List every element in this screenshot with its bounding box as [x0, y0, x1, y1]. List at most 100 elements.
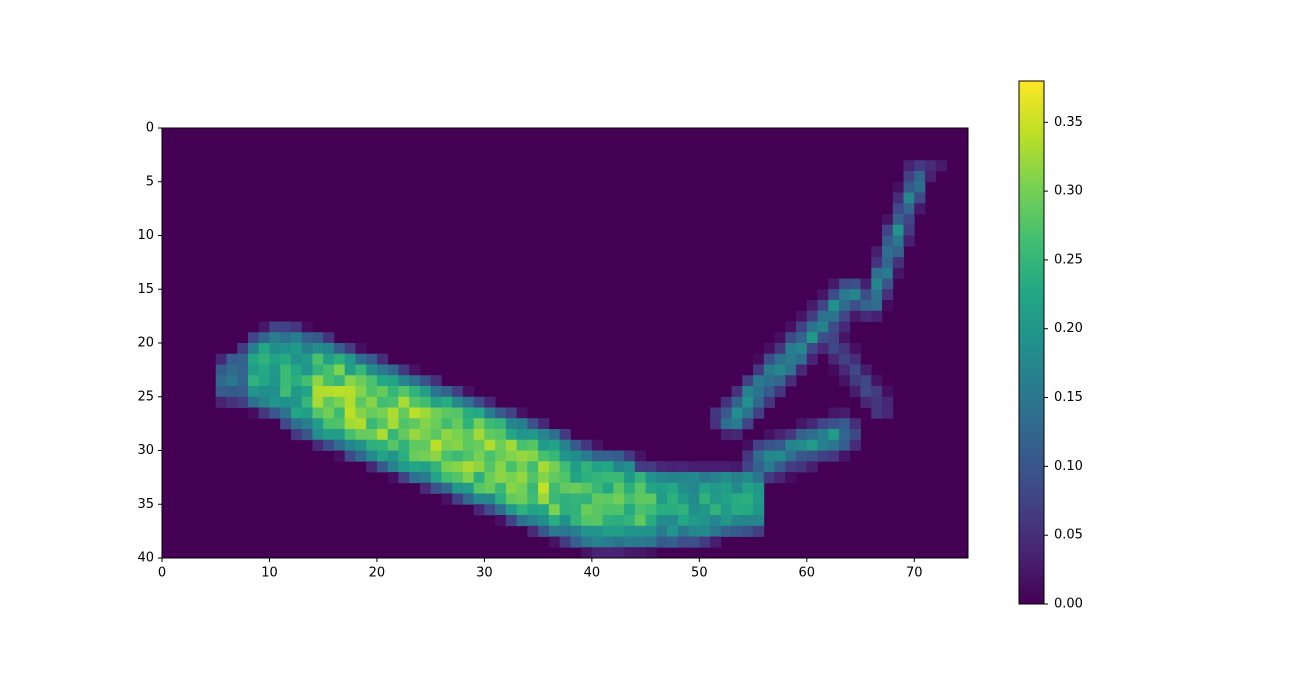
heatmap-cell — [237, 343, 249, 355]
heatmap-cell — [237, 396, 249, 408]
heatmap-cell — [505, 482, 518, 494]
heatmap-cell — [366, 461, 378, 473]
heatmap-cell — [624, 482, 636, 494]
heatmap-cell — [290, 429, 303, 441]
heatmap-cell — [312, 429, 324, 441]
y-tick-label: 30 — [137, 443, 154, 458]
heatmap-cell — [484, 504, 496, 516]
heatmap-cell — [312, 407, 324, 419]
colorbar-tick-label: 0.15 — [1054, 390, 1083, 405]
heatmap-cell — [323, 418, 335, 430]
y-tick-label: 25 — [137, 389, 154, 404]
heatmap-cell — [839, 407, 851, 419]
heatmap-cell — [366, 439, 378, 451]
heatmap-cell — [624, 547, 636, 559]
heatmap-cell — [785, 375, 797, 387]
heatmap-cell — [237, 353, 249, 365]
heatmap-cell — [839, 353, 851, 365]
heatmap-cell — [355, 343, 367, 355]
heatmap-cell — [570, 493, 582, 505]
heatmap-cell — [892, 192, 904, 204]
heatmap-cell — [538, 504, 550, 516]
heatmap-cell — [656, 493, 668, 505]
heatmap-cell — [742, 493, 754, 505]
heatmap-cell — [882, 386, 894, 398]
heatmap-cell — [269, 332, 281, 344]
heatmap-cell — [839, 439, 851, 451]
heatmap-cell — [484, 407, 496, 419]
heatmap-cell — [290, 418, 303, 430]
heatmap-cell — [344, 386, 356, 398]
heatmap-cell — [215, 353, 227, 365]
heatmap-cell — [581, 525, 593, 537]
heatmap-cell — [806, 353, 818, 365]
heatmap-cell — [387, 472, 399, 484]
heatmap-cell — [839, 375, 851, 387]
heatmap-cell — [430, 472, 442, 484]
heatmap-cell — [495, 418, 507, 430]
heatmap-cell — [892, 235, 904, 247]
heatmap-cell — [849, 289, 861, 301]
heatmap-cell — [462, 418, 475, 430]
heatmap-cell — [344, 364, 356, 376]
heatmap-cell — [419, 375, 432, 387]
heatmap-cell — [323, 396, 335, 408]
colorbar-tick-label: 0.10 — [1054, 459, 1083, 474]
heatmap-cell — [753, 450, 765, 462]
heatmap-cell — [634, 525, 646, 537]
heatmap-cell — [817, 300, 829, 312]
heatmap-cell — [559, 504, 571, 516]
heatmap-cell — [527, 525, 539, 537]
heatmap-cell — [753, 493, 765, 505]
heatmap-cell — [763, 375, 775, 387]
heatmap-cell — [613, 461, 625, 473]
heatmap-cell — [495, 407, 507, 419]
heatmap-cell — [720, 472, 732, 484]
heatmap-cell — [516, 407, 528, 419]
heatmap-cell — [796, 461, 808, 473]
heatmap-cell — [882, 246, 894, 258]
heatmap-cell — [409, 407, 421, 419]
x-tick-label: 10 — [261, 566, 278, 581]
heatmap-cell — [215, 386, 227, 398]
heatmap-cell — [355, 364, 367, 376]
heatmap-cell — [731, 418, 743, 430]
heatmap-cell — [667, 482, 679, 494]
heatmap-cell — [849, 386, 861, 398]
heatmap-cell — [344, 418, 356, 430]
heatmap-cell — [247, 343, 260, 355]
heatmap-cell — [333, 429, 346, 441]
heatmap-cell — [215, 364, 227, 376]
heatmap-cell — [344, 396, 356, 408]
heatmap-cell — [882, 300, 894, 312]
heatmap-cell — [892, 267, 904, 279]
heatmap-cell — [538, 461, 550, 473]
heatmap-cell — [323, 364, 335, 376]
heatmap-cell — [839, 289, 851, 301]
heatmap-cell — [441, 407, 453, 419]
heatmap-cell — [742, 386, 754, 398]
heatmap-cell — [656, 472, 668, 484]
y-tick-label: 15 — [137, 282, 154, 297]
heatmap-cell — [559, 482, 571, 494]
heatmap-cell — [710, 461, 722, 473]
heatmap-cell — [699, 493, 711, 505]
heatmap-cell — [387, 396, 399, 408]
heatmap-cell — [753, 386, 765, 398]
heatmap-cell — [871, 300, 883, 312]
heatmap-cell — [419, 461, 432, 473]
heatmap-cell — [774, 439, 786, 451]
heatmap-cell — [570, 482, 582, 494]
heatmap-cell — [688, 472, 700, 484]
heatmap-cell — [559, 429, 571, 441]
heatmap-cell — [538, 418, 550, 430]
heatmap-cell — [688, 461, 700, 473]
heatmap-cell — [559, 472, 571, 484]
heatmap-cell — [559, 536, 571, 548]
heatmap-cell — [258, 375, 270, 387]
heatmap-cell — [720, 396, 732, 408]
heatmap-cell — [484, 461, 496, 473]
heatmap-cell — [828, 418, 840, 430]
heatmap-cell — [624, 493, 636, 505]
heatmap-cell — [505, 461, 518, 473]
